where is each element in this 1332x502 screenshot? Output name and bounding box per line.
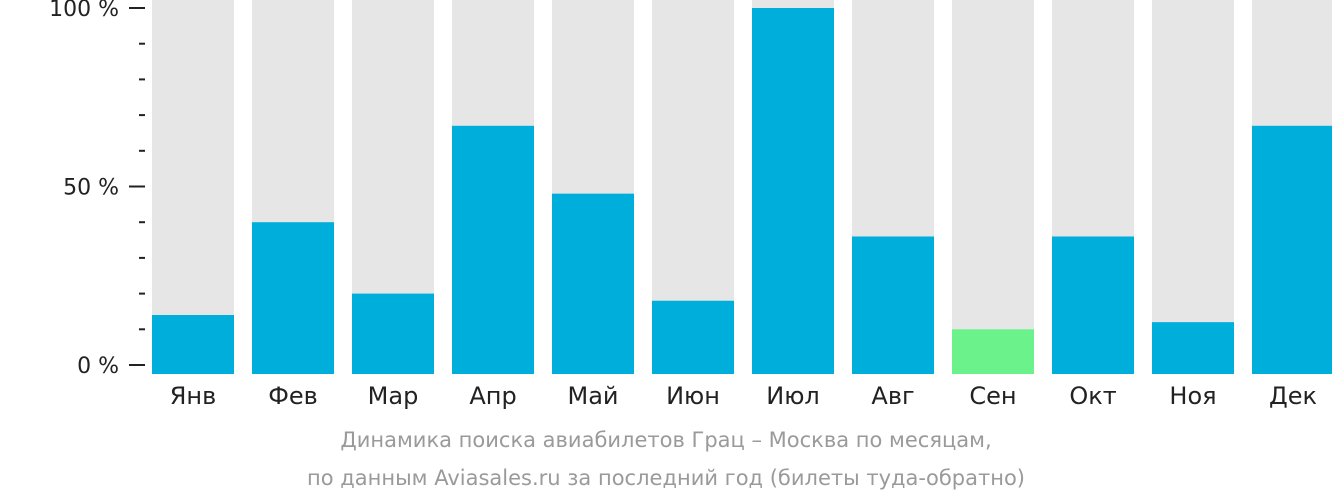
y-tick-label: 50 % <box>63 176 119 201</box>
bar <box>1052 236 1134 374</box>
bar <box>752 8 834 374</box>
x-tick-label: Сен <box>969 382 1016 410</box>
y-tick-label: 0 % <box>77 354 119 379</box>
bar <box>1252 125 1332 374</box>
chart-caption-line-2: по данным Aviasales.ru за последний год … <box>307 466 1025 490</box>
bar-background <box>152 0 234 374</box>
bar-background <box>952 0 1034 374</box>
bar <box>952 329 1034 374</box>
bar <box>852 236 934 374</box>
x-tick-label: Ноя <box>1169 382 1216 410</box>
x-tick-label: Окт <box>1069 382 1116 410</box>
x-tick-label: Июн <box>666 382 720 410</box>
x-tick-label: Авг <box>871 382 914 410</box>
bar <box>1152 322 1234 374</box>
x-tick-label: Мар <box>368 382 419 410</box>
x-tick-label: Май <box>567 382 618 410</box>
x-tick-label: Дек <box>1269 382 1317 410</box>
y-tick-label: 100 % <box>49 0 119 22</box>
bar-background <box>1152 0 1234 374</box>
x-tick-label: Янв <box>170 382 217 410</box>
x-tick-label: Фев <box>268 382 318 410</box>
bar <box>152 315 234 374</box>
bar <box>552 193 634 374</box>
bar <box>652 300 734 374</box>
bar <box>252 222 334 374</box>
x-tick-label: Апр <box>469 382 516 410</box>
bar <box>352 293 434 374</box>
x-tick-label: Июл <box>766 382 820 410</box>
bar <box>452 125 534 374</box>
bar-chart: 0 % 50 % 100 % Янв Фев Мар Апр Май Июн Июл Авг Сен О… <box>49 0 1332 410</box>
chart-caption-line-1: Динамика поиска авиабилетов Грац – Москв… <box>340 428 992 452</box>
